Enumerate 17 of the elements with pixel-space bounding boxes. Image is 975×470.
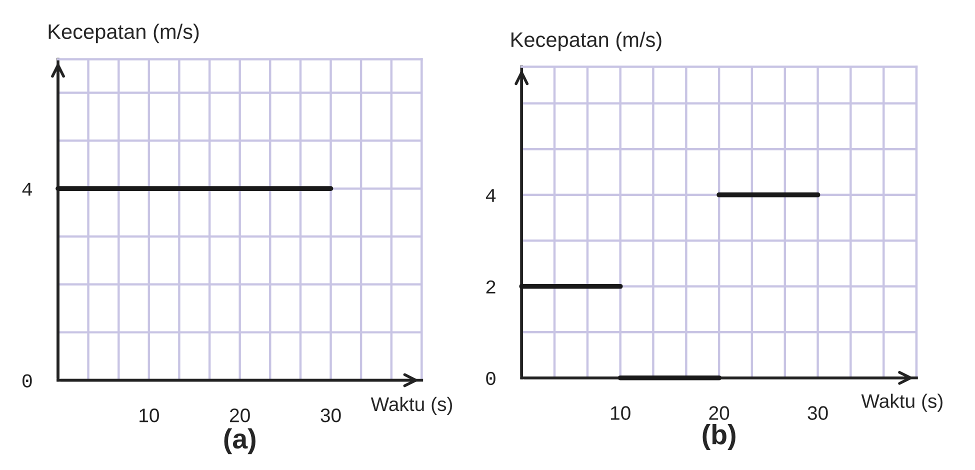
- y-axis-title: Kecepatan (m/s): [511, 32, 662, 52]
- y-tick-label: 0: [22, 374, 32, 388]
- x-tick-label: 20: [230, 408, 250, 422]
- x-tick-label: 30: [808, 406, 828, 420]
- x-tick-label: 10: [611, 406, 630, 420]
- x-tick-label: 30: [320, 408, 341, 422]
- y-tick-label: 2: [486, 280, 496, 294]
- y-tick-label: 0: [486, 372, 496, 386]
- y-tick-label: 4: [486, 189, 496, 202]
- text: (b): [702, 424, 736, 450]
- x-tick-label: 20: [709, 406, 730, 420]
- x-axis-title: Waktu (s): [370, 396, 452, 415]
- x-tick-label: 10: [140, 408, 159, 422]
- y-axis-title: Kecepatan (m/s): [48, 24, 199, 44]
- y-tick-label: 4: [22, 182, 32, 196]
- x-axis-title: Waktu (s): [861, 394, 942, 412]
- text: (a): [224, 428, 256, 454]
